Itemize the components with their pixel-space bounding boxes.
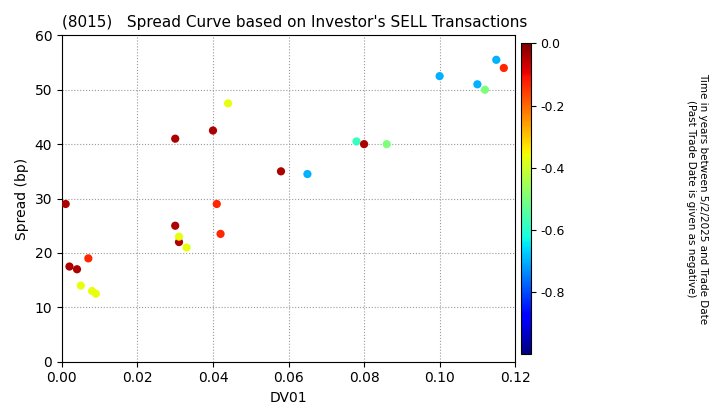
- Point: [169, 135, 181, 142]
- X-axis label: DV01: DV01: [270, 391, 307, 405]
- Point: [222, 100, 234, 107]
- Point: [174, 233, 185, 240]
- Point: [498, 65, 510, 71]
- Point: [75, 282, 86, 289]
- Point: [472, 81, 483, 88]
- Point: [174, 239, 185, 245]
- Point: [181, 244, 192, 251]
- Text: (8015)   Spread Curve based on Investor's SELL Transactions: (8015) Spread Curve based on Investor's …: [62, 15, 527, 30]
- Point: [480, 87, 491, 93]
- Y-axis label: Time in years between 5/2/2025 and Trade Date
(Past Trade Date is given as negat: Time in years between 5/2/2025 and Trade…: [686, 73, 708, 324]
- Point: [90, 290, 102, 297]
- Point: [275, 168, 287, 175]
- Point: [359, 141, 370, 147]
- Point: [351, 138, 362, 145]
- Point: [86, 288, 98, 294]
- Point: [215, 231, 226, 237]
- Point: [60, 201, 71, 207]
- Point: [83, 255, 94, 262]
- Point: [207, 127, 219, 134]
- Point: [211, 201, 222, 207]
- Point: [434, 73, 446, 79]
- Point: [302, 171, 313, 177]
- Point: [490, 56, 502, 63]
- Y-axis label: Spread (bp): Spread (bp): [15, 158, 29, 239]
- Point: [63, 263, 75, 270]
- Point: [169, 222, 181, 229]
- Point: [71, 266, 83, 273]
- Point: [381, 141, 392, 147]
